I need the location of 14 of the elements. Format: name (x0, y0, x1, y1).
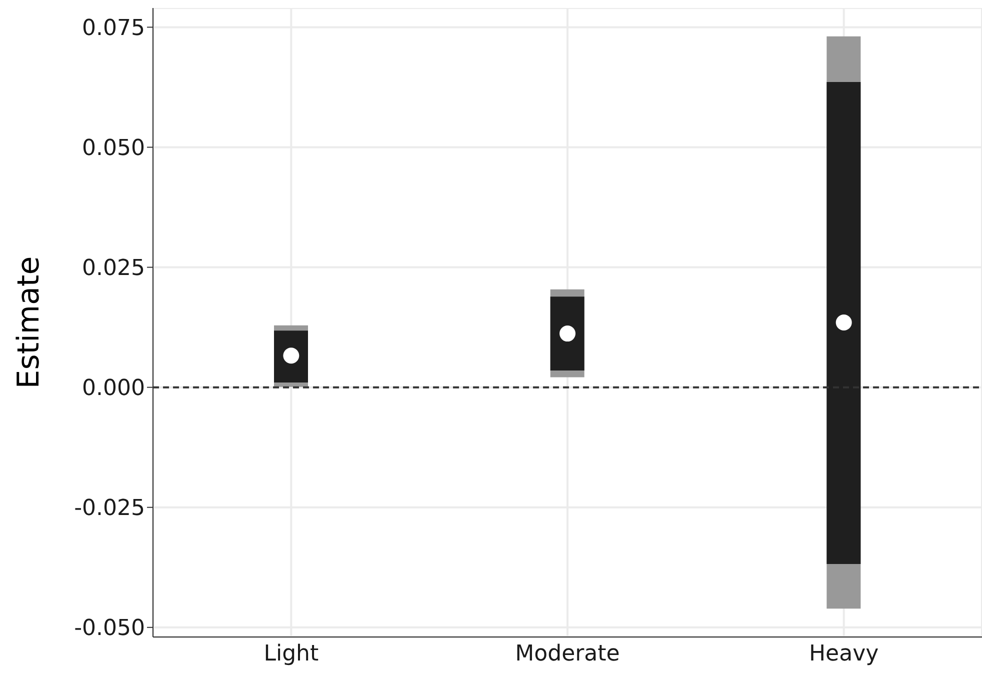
bar (550, 296, 584, 371)
y-tick-label: -0.025 (74, 496, 145, 522)
y-tick-label: 0.000 (82, 376, 145, 402)
bar (826, 82, 861, 564)
x-tick-label: Heavy (809, 642, 879, 667)
x-tick-label: Light (264, 642, 319, 667)
y-tick-label: 0.050 (82, 136, 145, 162)
y-tick-label: 0.025 (82, 256, 145, 282)
y-tick-label: 0.075 (82, 16, 145, 42)
y-axis-title: Estimate (12, 256, 47, 389)
point (560, 326, 576, 342)
x-tick-label: Moderate (515, 642, 620, 667)
y-tick-label: -0.050 (74, 616, 145, 642)
point (836, 314, 852, 330)
